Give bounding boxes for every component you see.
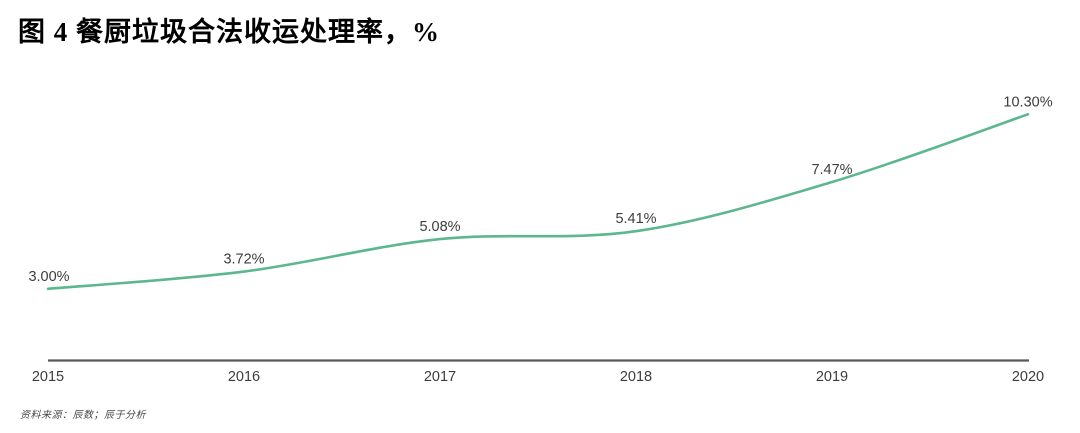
x-axis-label: 2020	[1012, 369, 1044, 385]
data-labels: 3.00% 3.72% 5.08% 5.41% 7.47% 10.30%	[28, 94, 1052, 284]
data-label: 5.08%	[419, 219, 460, 235]
x-axis-label: 2018	[620, 369, 652, 385]
x-axis-label: 2019	[816, 369, 848, 385]
trend-line	[46, 113, 1030, 291]
data-label: 3.00%	[28, 269, 69, 285]
x-axis-label: 2016	[228, 369, 260, 385]
x-axis-label: 2017	[424, 369, 456, 385]
data-label: 10.30%	[1003, 94, 1052, 110]
x-axis-labels: 2015 2016 2017 2018 2019 2020	[32, 369, 1044, 385]
data-label: 7.47%	[811, 162, 852, 178]
data-label: 5.41%	[615, 211, 656, 227]
x-axis-label: 2015	[32, 369, 64, 385]
source-note: 资料来源：辰数；辰于分析	[20, 410, 146, 421]
chart-title: 图 4 餐厨垃圾合法收运处理率，%	[18, 17, 440, 47]
data-label: 3.72%	[223, 252, 264, 268]
